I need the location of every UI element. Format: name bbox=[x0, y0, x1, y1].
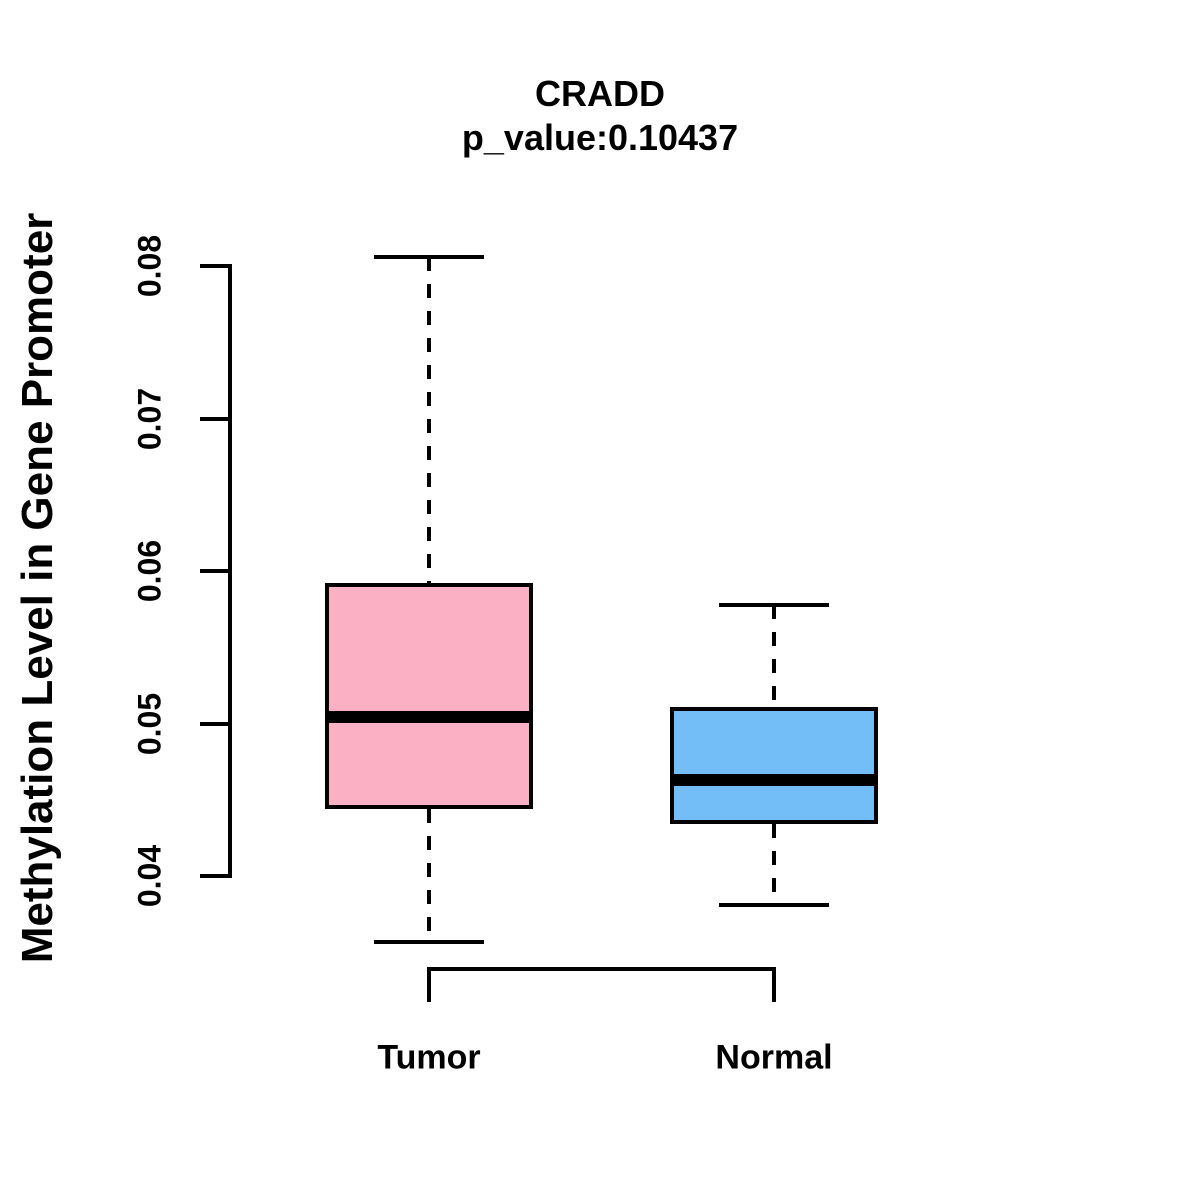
y-axis-line bbox=[228, 264, 232, 878]
chart-subtitle: p_value:0.10437 bbox=[461, 116, 739, 158]
whisker-lower-tumor bbox=[427, 808, 431, 942]
whisker-lower-normal bbox=[772, 824, 776, 905]
whisker-upper-normal bbox=[772, 604, 776, 707]
whisker-cap-upper-tumor bbox=[374, 254, 484, 259]
x-axis-tick-tumor bbox=[427, 971, 431, 1002]
y-axis-tick bbox=[200, 416, 230, 421]
chart-title-block: CRADD p_value:0.10437 bbox=[0, 72, 1200, 160]
category-label-tumor: Tumor bbox=[377, 1038, 481, 1077]
y-axis-tick bbox=[200, 721, 230, 726]
y-axis-tick-label: 0.05 bbox=[131, 692, 168, 755]
y-axis-label: Methylation Level in Gene Promoter bbox=[13, 212, 62, 964]
box-tumor bbox=[325, 583, 533, 809]
y-axis-tick-label: 0.04 bbox=[131, 844, 168, 908]
whisker-cap-lower-tumor bbox=[374, 939, 484, 944]
median-line-tumor bbox=[325, 711, 533, 724]
median-line-normal bbox=[670, 773, 878, 786]
y-axis-tick bbox=[200, 264, 230, 268]
x-axis-tick-normal bbox=[772, 971, 776, 1002]
y-axis-tick bbox=[200, 569, 230, 573]
whisker-upper-tumor bbox=[427, 256, 431, 584]
y-axis-tick-label: 0.08 bbox=[131, 234, 168, 298]
y-axis-tick-label: 0.06 bbox=[131, 539, 168, 603]
y-axis-tick-label: 0.07 bbox=[131, 387, 168, 450]
box-normal bbox=[670, 706, 878, 825]
category-label-normal: Normal bbox=[715, 1038, 833, 1077]
x-axis-line bbox=[427, 967, 776, 971]
chart-title: CRADD bbox=[535, 73, 665, 114]
whisker-cap-upper-normal bbox=[719, 602, 829, 607]
whisker-cap-lower-normal bbox=[719, 902, 829, 907]
y-axis-tick bbox=[200, 874, 230, 878]
